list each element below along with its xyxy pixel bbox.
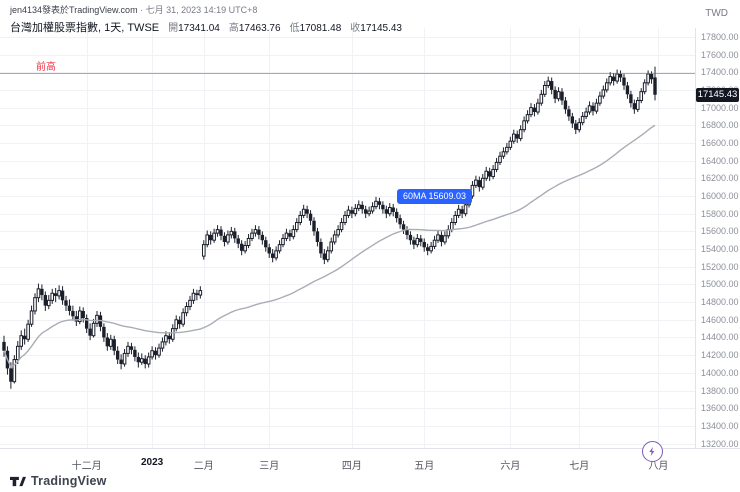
price-tick-label: 14200.00: [701, 350, 739, 361]
time-tick-label: 四月: [341, 461, 362, 472]
price-tick-label: 14600.00: [701, 314, 739, 325]
price-tick-label: 14400.00: [701, 332, 739, 343]
chart-header: jen4134發表於TradingView.com · 七月 31, 2023 …: [10, 5, 402, 35]
price-tick-label: 15000.00: [701, 279, 739, 290]
byline-date: · 七月 31, 2023 14:19 UTC+8: [137, 5, 258, 15]
byline: jen4134發表於TradingView.com · 七月 31, 2023 …: [10, 5, 402, 16]
price-tick-label: 16800.00: [701, 120, 739, 131]
currency-label: TWD: [705, 8, 728, 19]
time-tick-label: 六月: [500, 461, 521, 472]
last-price-badge: 17145.43: [696, 87, 739, 102]
price-tick-label: 13600.00: [701, 403, 739, 414]
ohlc-low: 低17081.48: [290, 19, 342, 34]
lightning-icon: [649, 446, 655, 457]
low-value: 17081.48: [299, 23, 342, 34]
close-value: 17145.43: [360, 23, 402, 34]
footer[interactable]: TradingView: [10, 474, 107, 488]
price-tick-label: 14800.00: [701, 297, 739, 308]
open-value: 17341.04: [178, 23, 220, 34]
price-tick-label: 13200.00: [701, 438, 739, 449]
price-tick-label: 16200.00: [701, 173, 739, 184]
price-tick-label: 14000.00: [701, 367, 739, 378]
ohlc-high: 高17463.76: [229, 19, 281, 34]
time-tick-label: 五月: [414, 461, 435, 472]
price-tick-label: 15600.00: [701, 226, 739, 237]
price-tick-label: 17000.00: [701, 102, 739, 113]
time-tick-label: 三月: [259, 461, 280, 472]
ohlc-open: 開17341.04: [168, 19, 220, 34]
price-tick-label: 15800.00: [701, 208, 739, 219]
prev-high-annotation[interactable]: 前高: [36, 62, 56, 73]
time-tick-label: 八月: [648, 461, 669, 472]
byline-author-link[interactable]: jen4134發表於TradingView.com: [10, 5, 138, 15]
high-label: 高: [228, 23, 239, 34]
time-tick-label: 七月: [569, 461, 590, 472]
tradingview-wordmark: TradingView: [31, 474, 107, 488]
close-label: 收: [350, 23, 361, 34]
price-axis[interactable]: 17800.0017600.0017400.0017200.0017000.00…: [695, 28, 740, 449]
symbol-title: 台灣加權股票指數, 1天, TWSE: [10, 22, 160, 34]
price-tick-label: 13800.00: [701, 385, 739, 396]
boost-button[interactable]: [642, 441, 663, 462]
price-tick-label: 16000.00: [701, 191, 739, 201]
time-axis[interactable]: 十二月 2023 二月 三月 四月 五月 六月 七月 八月: [0, 448, 740, 475]
price-tick-label: 15400.00: [701, 244, 739, 255]
price-tick-label: 13400.00: [701, 420, 739, 431]
candlestick-chart[interactable]: [0, 28, 695, 448]
low-label: 低: [289, 23, 300, 34]
open-label: 開: [168, 23, 179, 34]
time-tick-label: 2023: [140, 457, 164, 468]
price-tick-label: 17400.00: [701, 67, 739, 78]
price-tick-label: 15200.00: [701, 261, 739, 272]
ma-value-badge[interactable]: 60MA 15609.03: [397, 189, 473, 204]
high-value: 17463.76: [238, 23, 281, 34]
time-tick-label: 十二月: [71, 461, 102, 472]
price-tick-label: 17600.00: [701, 49, 739, 60]
tradingview-logo-icon: [10, 476, 26, 486]
price-tick-label: 16600.00: [701, 137, 739, 148]
price-tick-label: 16400.00: [701, 155, 739, 166]
ohlc-close: 收17145.43: [350, 19, 402, 34]
price-tick-label: 17800.00: [701, 31, 739, 42]
symbol-info-row: 台灣加權股票指數, 1天, TWSE 開17341.04 高17463.76 低…: [10, 19, 402, 35]
time-tick-label: 二月: [193, 461, 214, 472]
